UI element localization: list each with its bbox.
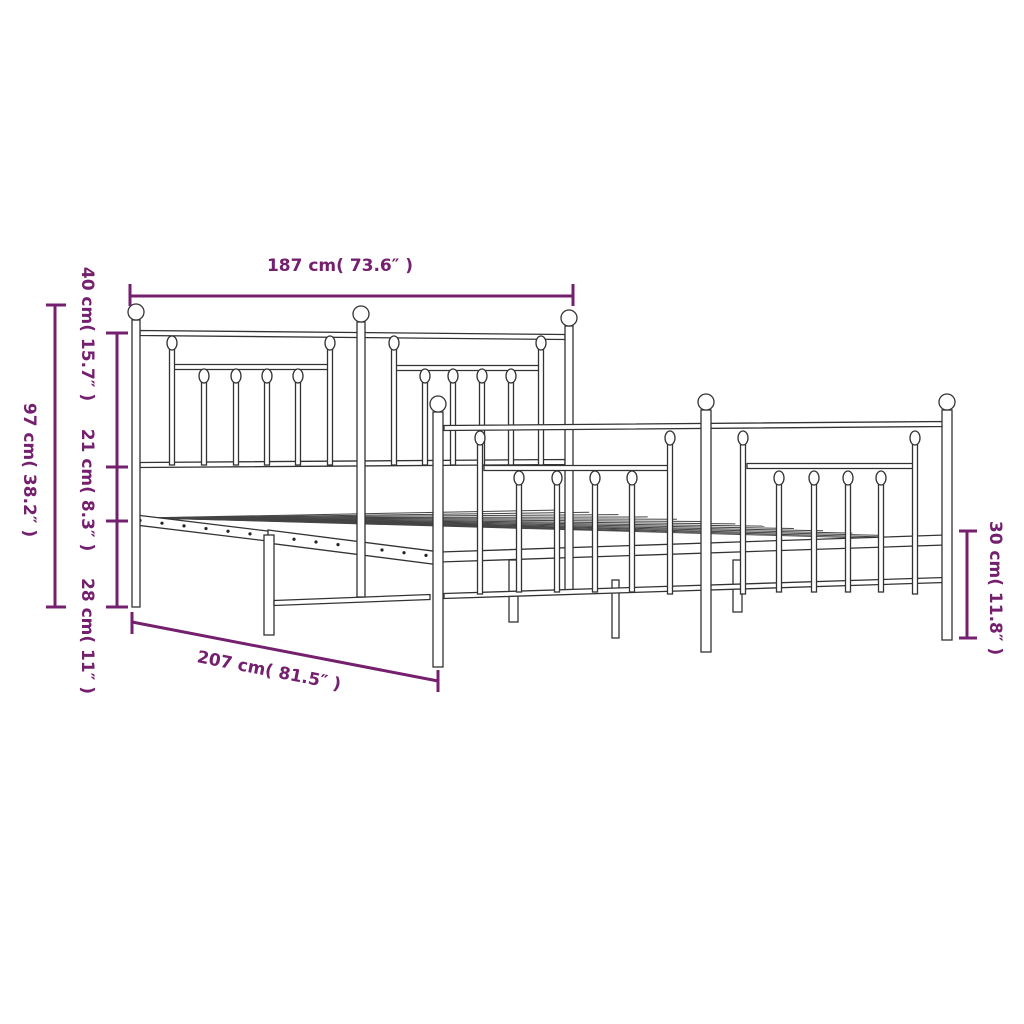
footboard-spindle bbox=[775, 479, 783, 593]
headboard-post-right bbox=[564, 325, 574, 591]
headboard-side-spindle bbox=[168, 344, 176, 466]
support-bar bbox=[273, 593, 431, 607]
headboard-spindle-knob bbox=[419, 368, 431, 384]
center-leg-front bbox=[263, 534, 275, 636]
footboard-side-spindle-knob bbox=[664, 430, 676, 446]
bed-frame-drawing bbox=[127, 303, 956, 668]
footboard-spindle-knob bbox=[589, 470, 601, 486]
footboard-post-right bbox=[941, 409, 953, 641]
footboard-side-spindle-knob bbox=[474, 430, 486, 446]
footboard-spindle bbox=[628, 479, 636, 593]
footboard-spindle-knob bbox=[551, 470, 563, 486]
headboard-side-spindle-knob bbox=[166, 335, 178, 351]
headboard-middle-rail-left bbox=[171, 363, 331, 371]
footboard-side-spindle bbox=[476, 439, 484, 595]
headboard-middle-label: 21 cm( 8.3″ ) bbox=[77, 429, 97, 551]
footboard-spindle-knob bbox=[626, 470, 638, 486]
dimension-footboard-clearance: 30 cm( 11.8″ ) bbox=[959, 521, 1005, 655]
rail-bolt bbox=[292, 537, 296, 541]
headboard-spindle-knob bbox=[292, 368, 304, 384]
headboard-side-spindle bbox=[537, 344, 545, 466]
rail-bolt bbox=[226, 529, 230, 533]
headboard-spindle bbox=[294, 377, 302, 466]
headboard-post-middle bbox=[356, 321, 366, 598]
footboard-side-spindle-knob bbox=[737, 430, 749, 446]
headboard-post-left bbox=[131, 319, 141, 608]
rail-bolt bbox=[204, 526, 208, 531]
footboard-side-spindle-knob bbox=[909, 430, 921, 446]
headboard-top-rail bbox=[139, 329, 566, 341]
footboard-middle-rail-right bbox=[746, 462, 914, 470]
rail-bolt bbox=[182, 524, 186, 528]
footboard-spindle-knob bbox=[808, 470, 820, 486]
headboard-spindle-knob bbox=[198, 368, 210, 384]
headboard-post-left-finial bbox=[127, 303, 145, 321]
rail-bolt bbox=[424, 553, 428, 557]
headboard-upper-label: 40 cm( 15.7″ ) bbox=[77, 267, 97, 401]
headboard-spindle-knob bbox=[230, 368, 242, 384]
footboard-post-right-finial bbox=[938, 393, 956, 411]
rail-bolt bbox=[160, 521, 164, 525]
footboard-spindle-knob bbox=[773, 470, 785, 486]
rail-bolt bbox=[402, 551, 406, 555]
headboard-middle-rail-right bbox=[395, 364, 544, 372]
dimension-width: 187 cm( 73.6″ ) bbox=[128, 256, 575, 306]
rail-bolt bbox=[314, 540, 318, 544]
width-label: 187 cm( 73.6″ ) bbox=[267, 256, 413, 276]
footboard-spindle-knob bbox=[842, 470, 854, 486]
footboard-post-left bbox=[432, 411, 444, 668]
footboard-middle-rail-left bbox=[483, 464, 669, 472]
footboard-spindle bbox=[591, 479, 599, 593]
headboard-side-spindle-knob bbox=[388, 335, 400, 351]
slat bbox=[149, 517, 941, 541]
rail-bolt bbox=[336, 543, 340, 547]
footboard-spindle bbox=[810, 479, 818, 593]
headboard-side-spindle bbox=[326, 344, 334, 466]
headboard-post-right-finial bbox=[560, 309, 578, 327]
headboard-spindle bbox=[200, 377, 208, 466]
footboard-spindle bbox=[877, 479, 885, 593]
headboard-post-middle-finial bbox=[352, 305, 370, 323]
side-rail-right bbox=[439, 534, 946, 563]
total-height-label: 97 cm( 38.2″ ) bbox=[19, 403, 39, 537]
footboard-spindle bbox=[553, 479, 561, 593]
footboard-side-spindle bbox=[666, 439, 674, 595]
rail-bolt bbox=[248, 532, 252, 536]
dimension-headboard-segments: 40 cm( 15.7″ ) 21 cm( 8.3″ ) 28 cm( 11″ … bbox=[77, 267, 128, 694]
headboard-side-spindle-knob bbox=[535, 335, 547, 351]
dimension-total-height: 97 cm( 38.2″ ) bbox=[19, 303, 66, 609]
footboard-top-rail bbox=[443, 420, 945, 432]
headboard-side-spindle-knob bbox=[324, 335, 336, 351]
center-leg-back bbox=[611, 579, 620, 639]
footboard-post-middle-finial bbox=[697, 393, 715, 411]
footboard-side-spindle bbox=[911, 439, 919, 595]
footboard-post-left-finial bbox=[429, 395, 447, 413]
length-label: 207 cm( 81.5″ ) bbox=[195, 647, 342, 695]
footboard-clearance-label: 30 cm( 11.8″ ) bbox=[985, 521, 1005, 655]
headboard-spindle bbox=[449, 377, 457, 466]
rail-bolt bbox=[380, 548, 384, 552]
headboard-spindle-knob bbox=[447, 368, 459, 384]
footboard-side-spindle bbox=[739, 439, 747, 595]
headboard-spindle bbox=[507, 377, 515, 466]
dimension-length: 207 cm( 81.5″ ) bbox=[130, 612, 440, 695]
headboard-spindle-knob bbox=[261, 368, 273, 384]
under-bed-label: 28 cm( 11″ ) bbox=[77, 578, 97, 694]
footboard-spindle bbox=[515, 479, 523, 593]
headboard-spindle bbox=[232, 377, 240, 466]
footboard-spindle-knob bbox=[513, 470, 525, 486]
headboard-spindle-knob bbox=[505, 368, 517, 384]
footboard-spindle-knob bbox=[875, 470, 887, 486]
footboard-post-middle bbox=[700, 409, 712, 653]
headboard-side-spindle bbox=[390, 344, 398, 466]
headboard-spindle bbox=[263, 377, 271, 466]
headboard-spindle bbox=[421, 377, 429, 466]
headboard-spindle-knob bbox=[476, 368, 488, 384]
footboard-spindle bbox=[844, 479, 852, 593]
side-rail-left-front bbox=[267, 529, 441, 566]
